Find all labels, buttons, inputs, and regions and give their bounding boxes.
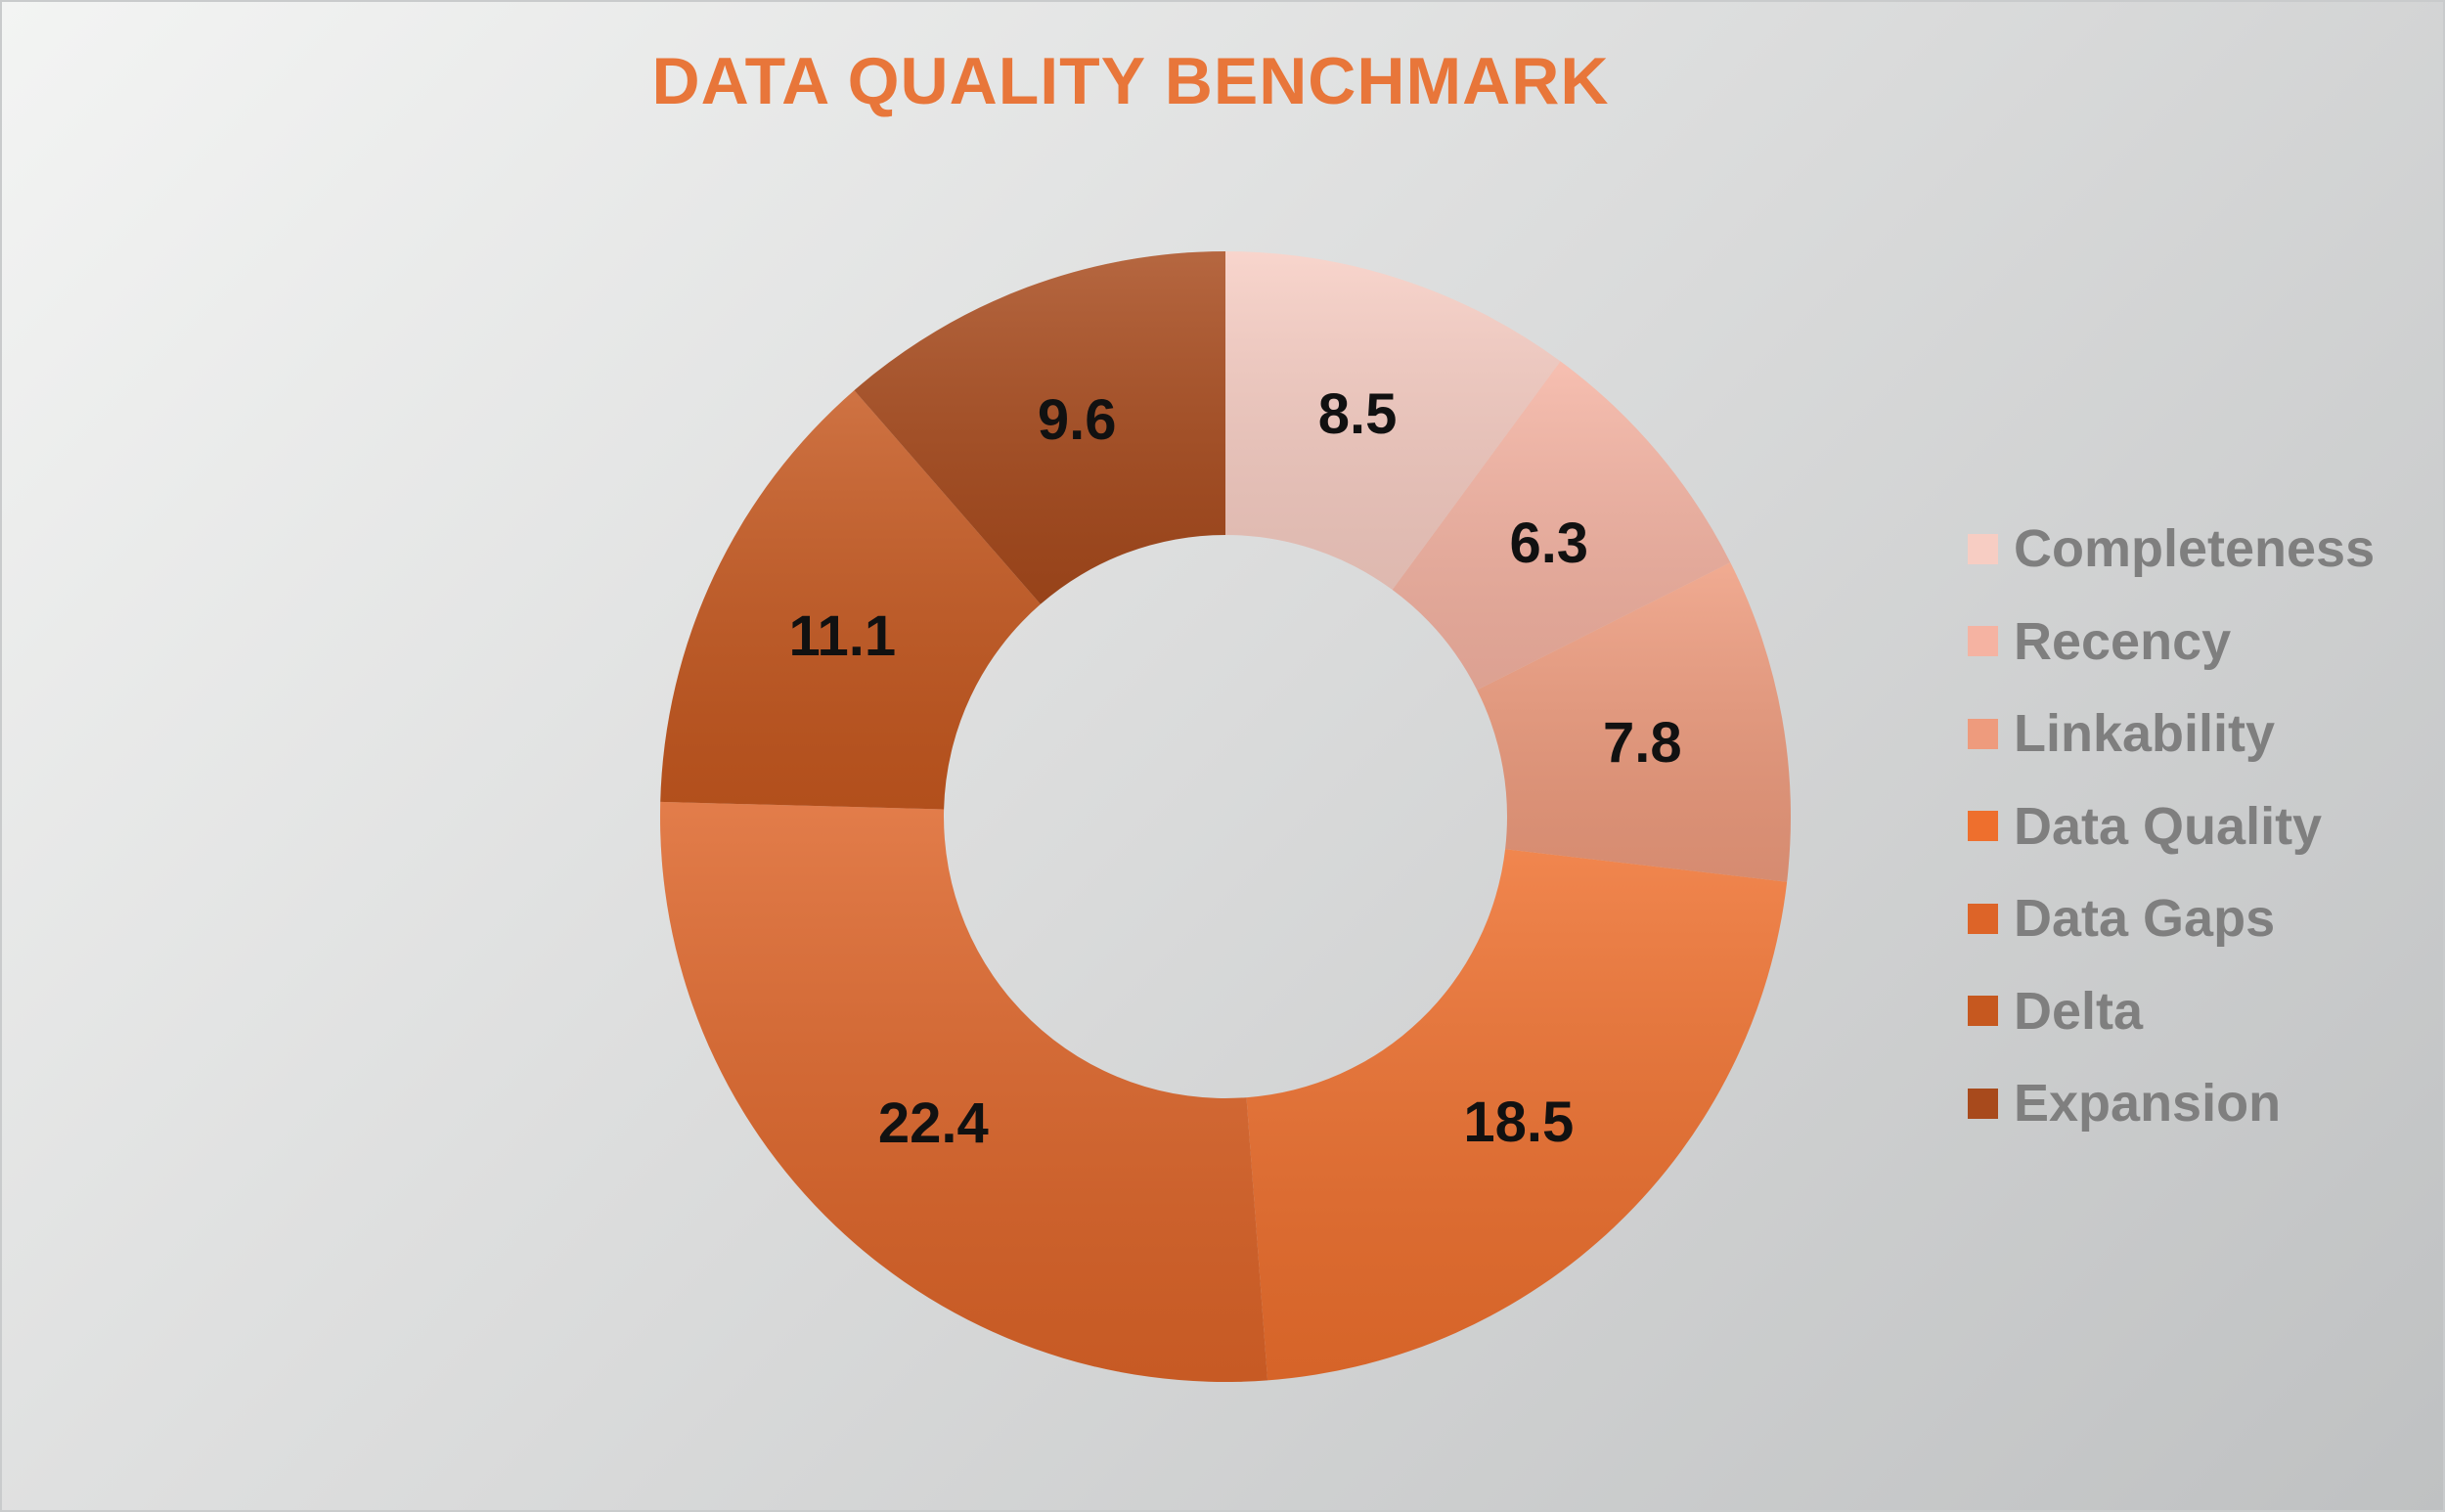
legend-label: Completeness — [2014, 519, 2376, 579]
legend-label: Recency — [2014, 611, 2232, 671]
legend-label: Data Gaps — [2014, 889, 2276, 949]
legend-swatch — [1968, 718, 1998, 749]
legend-item-linkability: Linkability — [1968, 688, 2375, 780]
slice-shade-expansion — [854, 251, 1225, 604]
legend-label: Data Quality — [2014, 796, 2323, 856]
slice-shade-data-gaps — [659, 801, 1268, 1382]
legend-swatch — [1968, 903, 1998, 934]
data-label-linkability: 7.8 — [1603, 711, 1682, 775]
legend-swatch — [1968, 996, 1998, 1027]
legend-swatch — [1968, 533, 1998, 564]
legend-label: Delta — [2014, 981, 2144, 1041]
chart-title: DATA QUALITY BENCHMARK — [651, 44, 1610, 118]
legend-item-data-gaps: Data Gaps — [1968, 872, 2375, 965]
legend-item-recency: Recency — [1968, 596, 2375, 689]
slice-shade-data-quality — [1246, 849, 1788, 1381]
data-label-data-quality: 18.5 — [1463, 1090, 1574, 1154]
slices — [659, 251, 1791, 1382]
legend: Completeness Recency Linkability Data Quali… — [1968, 503, 2375, 1150]
data-label-recency: 6.3 — [1509, 511, 1588, 575]
slice-shade-linkability — [1477, 562, 1791, 882]
legend-label: Linkability — [2014, 704, 2276, 764]
slice-shade-recency — [1392, 361, 1731, 690]
data-labels: 8.5 6.3 7.8 18.5 22.4 11.1 9.6 — [788, 382, 1681, 1155]
data-label-delta: 11.1 — [788, 604, 896, 668]
data-label-data-gaps: 22.4 — [878, 1091, 989, 1155]
legend-item-completeness: Completeness — [1968, 503, 2375, 596]
legend-item-expansion: Expansion — [1968, 1057, 2375, 1150]
legend-swatch — [1968, 626, 1998, 657]
legend-label: Expansion — [2014, 1074, 2282, 1134]
slice-shade-completeness — [1225, 251, 1561, 591]
legend-swatch — [1968, 811, 1998, 842]
legend-item-data-quality: Data Quality — [1968, 780, 2375, 873]
data-label-expansion: 9.6 — [1038, 388, 1117, 452]
legend-item-delta: Delta — [1968, 965, 2375, 1058]
legend-swatch — [1968, 1088, 1998, 1119]
slice-shade-delta — [660, 390, 1041, 810]
data-label-completeness: 8.5 — [1318, 382, 1398, 446]
